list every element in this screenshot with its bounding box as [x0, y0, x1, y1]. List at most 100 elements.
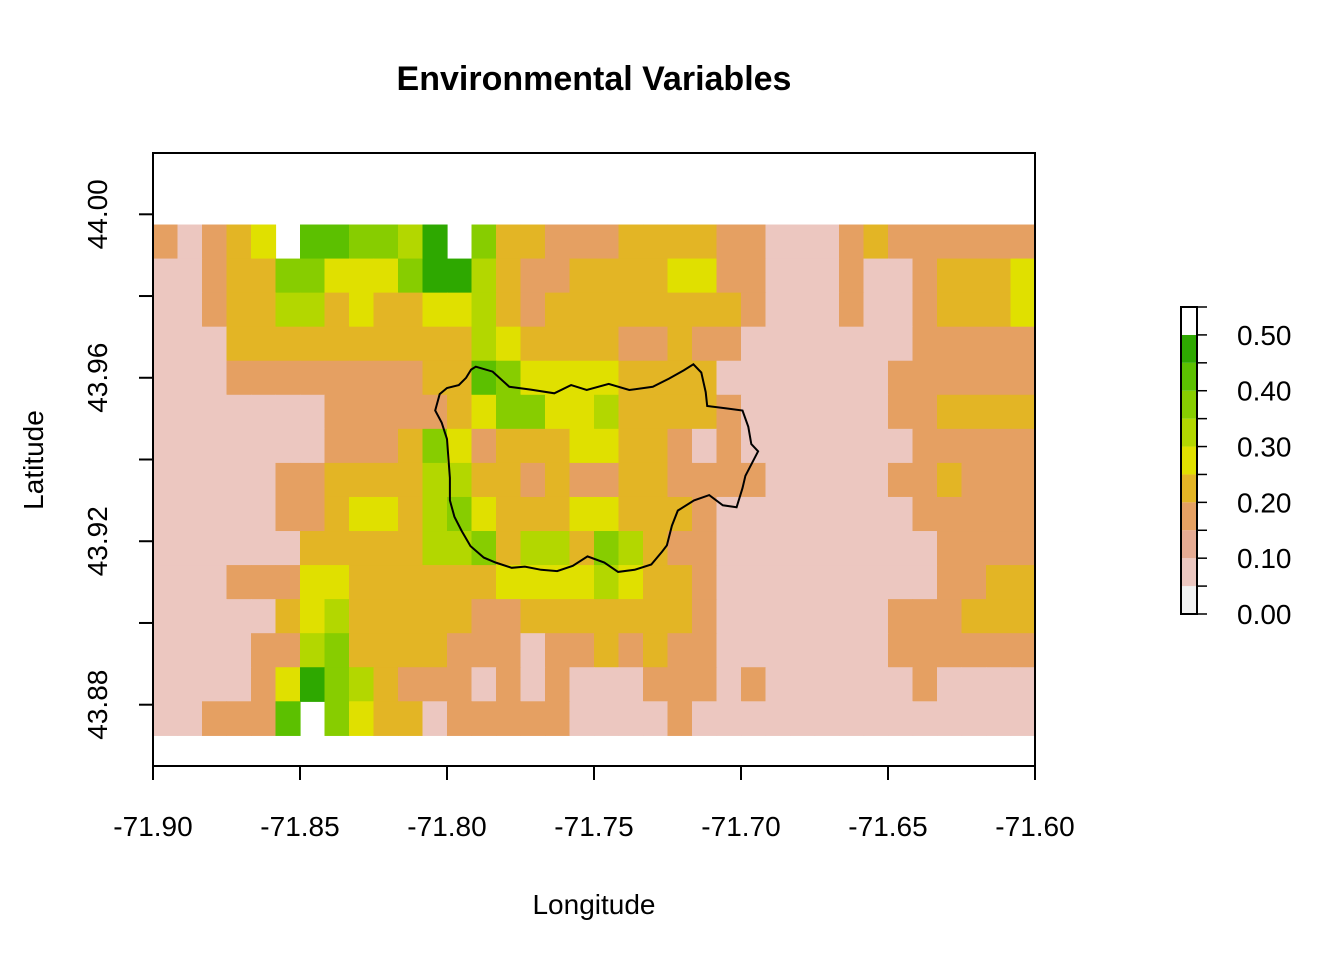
raster-cell	[545, 667, 571, 702]
raster-cell	[937, 565, 963, 600]
raster-cell	[667, 565, 693, 600]
raster-cell	[373, 667, 399, 702]
raster-cell	[520, 633, 546, 668]
raster-cell	[618, 292, 644, 328]
raster-cell	[986, 394, 1012, 430]
y-axis: 43.88 43.92 43.96 44.00	[82, 179, 153, 740]
raster-cell	[447, 531, 473, 566]
raster-cell	[520, 599, 546, 634]
raster-cell	[349, 224, 375, 260]
raster-cell	[324, 428, 350, 464]
raster-cell	[741, 326, 767, 362]
raster-cell	[790, 701, 816, 736]
raster-cell	[961, 496, 987, 532]
raster-cell	[692, 326, 718, 362]
raster-cell	[692, 667, 718, 702]
raster-cell	[594, 667, 620, 702]
raster-cell	[545, 360, 571, 396]
raster-cell	[790, 292, 816, 328]
raster-cell	[643, 360, 669, 396]
raster-cell	[692, 496, 718, 532]
raster-cell	[814, 701, 840, 736]
raster-cell	[716, 394, 742, 430]
raster-cell	[765, 667, 791, 702]
raster-cell	[545, 292, 571, 328]
raster-cell	[398, 292, 424, 328]
raster-cell	[422, 701, 448, 736]
raster-cell	[153, 224, 179, 260]
raster-cell	[202, 565, 228, 600]
raster-cell	[667, 224, 693, 260]
raster-cell	[716, 360, 742, 396]
raster-cell	[300, 667, 326, 702]
y-axis-label: Latitude	[18, 410, 49, 510]
raster-cell	[545, 394, 571, 430]
y-tick-label: 43.92	[82, 506, 113, 576]
raster-cell	[839, 701, 865, 736]
raster-cell	[177, 258, 203, 294]
raster-cell	[667, 326, 693, 362]
raster-cell	[765, 462, 791, 498]
raster-cell	[667, 462, 693, 498]
raster-cell	[398, 633, 424, 668]
raster-cell	[373, 633, 399, 668]
raster-cell	[569, 701, 595, 736]
raster-cell	[471, 633, 497, 668]
raster-cell	[496, 496, 522, 532]
raster-cell	[177, 462, 203, 498]
raster-cell	[594, 258, 620, 294]
raster-cell	[839, 599, 865, 634]
raster-cell	[520, 428, 546, 464]
raster-cell	[545, 599, 571, 634]
raster-cell	[349, 667, 375, 702]
legend-tick-label: 0.30	[1237, 432, 1292, 463]
raster-cell	[741, 633, 767, 668]
raster-cell	[422, 531, 448, 566]
raster-cell	[961, 292, 987, 328]
boundary-outline	[434, 363, 760, 573]
raster-cell	[545, 462, 571, 498]
raster-cell	[594, 633, 620, 668]
raster-cell	[324, 599, 350, 634]
raster-cell	[692, 701, 718, 736]
raster-cell	[398, 360, 424, 396]
raster-cell	[986, 496, 1012, 532]
raster-cell	[177, 292, 203, 328]
raster-cell	[447, 701, 473, 736]
raster-cell	[888, 326, 914, 362]
raster-cell	[643, 292, 669, 328]
raster-cell	[569, 428, 595, 464]
raster-cell	[790, 599, 816, 634]
raster-cell	[986, 462, 1012, 498]
raster-cell	[471, 531, 497, 566]
raster-cell	[912, 531, 938, 566]
raster-cell	[839, 496, 865, 532]
raster-cell	[349, 496, 375, 532]
raster-cell	[275, 258, 301, 294]
raster-cell	[520, 394, 546, 430]
raster-cell	[177, 565, 203, 600]
raster-cell	[716, 326, 742, 362]
raster-cell	[153, 394, 179, 430]
raster-cell	[275, 462, 301, 498]
raster-cell	[373, 701, 399, 736]
raster-cell	[202, 292, 228, 328]
raster-cell	[765, 496, 791, 532]
raster-cell	[373, 394, 399, 430]
legend: 0.00 0.10 0.20 0.30 0.40 0.50	[1180, 306, 1292, 630]
raster-cell	[226, 462, 252, 498]
raster-cell	[153, 599, 179, 634]
raster-cell	[1010, 326, 1036, 362]
raster-cell	[422, 496, 448, 532]
raster-cell	[937, 428, 963, 464]
raster-cell	[863, 360, 889, 396]
raster-cell	[667, 394, 693, 430]
raster-cell	[202, 496, 228, 532]
raster-cell	[716, 258, 742, 294]
raster-cell	[153, 258, 179, 294]
raster-cell	[153, 496, 179, 532]
raster-cell	[422, 565, 448, 600]
y-tick-label: 43.96	[82, 343, 113, 413]
raster-cell	[1010, 667, 1036, 702]
raster-cell	[398, 599, 424, 634]
